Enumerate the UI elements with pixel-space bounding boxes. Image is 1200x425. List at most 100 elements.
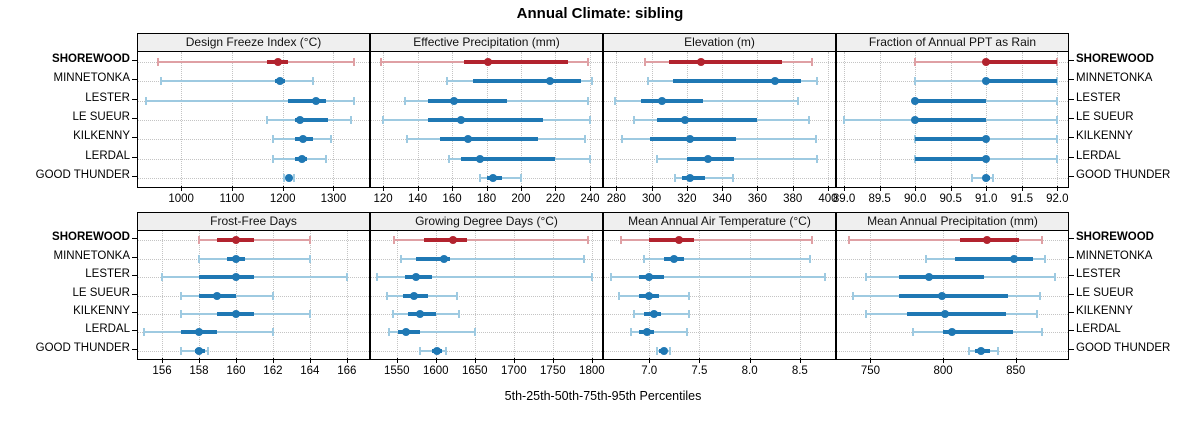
whisker-cap: [266, 116, 269, 124]
percentile-whisker: [634, 313, 690, 315]
median-dot: [976, 347, 985, 355]
whisker-cap: [997, 347, 1000, 355]
row-line: [138, 178, 369, 179]
median-dot: [660, 347, 669, 355]
percentile-whisker: [162, 276, 347, 278]
median-dot: [194, 328, 203, 336]
x-tick-label: 162: [263, 365, 283, 377]
median-dot: [911, 116, 920, 124]
iqr-bar: [641, 99, 703, 103]
y-tick-mark: [132, 238, 137, 239]
whisker-cap: [179, 310, 182, 318]
iqr-bar: [427, 99, 508, 103]
y-tick-mark: [1069, 312, 1074, 313]
whisker-cap: [271, 135, 274, 143]
x-tick-label: 1700: [501, 365, 527, 377]
x-tick-mark: [950, 186, 952, 191]
panel: Design Freeze Index (°C): [137, 33, 370, 188]
y-tick-mark: [132, 118, 137, 119]
whisker-cap: [618, 292, 621, 300]
percentile-whisker: [158, 61, 354, 63]
panel-body: [604, 231, 835, 360]
site-label-right: LERDAL: [1076, 149, 1121, 162]
median-dot: [416, 310, 425, 318]
median-dot: [982, 58, 991, 66]
x-tick-label: 90.0: [903, 193, 927, 205]
x-tick-mark: [1057, 186, 1059, 191]
whisker-cap: [312, 77, 315, 85]
median-dot: [686, 174, 695, 182]
iqr-bar: [915, 137, 987, 141]
chart-title: Annual Climate: sibling: [516, 5, 684, 22]
whisker-cap: [814, 135, 817, 143]
iqr-bar: [439, 137, 539, 141]
site-label-right: SHOREWOOD: [1076, 231, 1154, 244]
x-tick-label: 1550: [383, 365, 410, 377]
whisker-cap: [811, 58, 814, 66]
site-label-right: GOOD THUNDER: [1076, 169, 1171, 182]
x-tick-label: 240: [580, 193, 600, 205]
x-tick-label: 91.5: [1010, 193, 1033, 205]
percentile-whisker: [915, 100, 1058, 102]
whisker-cap: [968, 347, 971, 355]
x-tick-mark: [383, 186, 385, 191]
x-tick-mark: [520, 186, 522, 191]
x-tick-mark: [589, 186, 591, 191]
site-label-right: KILKENNY: [1076, 304, 1133, 317]
gridline: [309, 231, 311, 360]
whisker-cap: [911, 328, 914, 336]
x-tick-mark: [844, 186, 846, 191]
x-tick-mark: [162, 358, 164, 363]
x-tick-label: 1000: [168, 193, 194, 205]
x-tick-mark: [346, 358, 348, 363]
x-tick-mark: [417, 186, 419, 191]
whisker-cap: [865, 273, 868, 281]
x-tick-label: 280: [606, 193, 626, 205]
y-tick-mark: [1069, 118, 1074, 119]
x-tick-label: 140: [407, 193, 428, 205]
median-dot: [402, 328, 411, 336]
panel-header: Growing Degree Days (°C): [371, 213, 602, 231]
iqr-bar: [472, 79, 582, 83]
percentile-whisker: [377, 276, 592, 278]
site-label-right: GOOD THUNDER: [1076, 341, 1171, 354]
whisker-cap: [478, 174, 481, 182]
whisker-cap: [914, 77, 917, 85]
y-tick-mark: [132, 349, 137, 350]
median-dot: [658, 97, 667, 105]
iqr-bar: [287, 99, 326, 103]
panel-body: [837, 52, 1068, 188]
panel-body: [138, 52, 369, 188]
panel-header: Effective Precipitation (mm): [371, 34, 602, 52]
site-label-left: SHOREWOOD: [52, 52, 130, 65]
row-line: [138, 159, 369, 160]
x-tick-mark: [870, 358, 872, 363]
x-tick-label: 1200: [269, 193, 296, 205]
x-tick-mark: [198, 358, 200, 363]
row-line: [371, 332, 602, 333]
x-tick-mark: [616, 186, 618, 191]
whisker-cap: [810, 236, 813, 244]
whisker-cap: [179, 292, 182, 300]
iqr-bar: [656, 118, 758, 122]
x-tick-label: 91.0: [975, 193, 998, 205]
panel-body: [138, 231, 369, 360]
median-dot: [645, 292, 654, 300]
gridline: [749, 231, 751, 360]
row-line: [371, 351, 602, 352]
iqr-bar: [954, 257, 1034, 261]
median-dot: [670, 255, 679, 263]
whisker-cap: [669, 347, 672, 355]
percentile-whisker: [644, 258, 810, 260]
whisker-cap: [1043, 255, 1046, 263]
x-tick-mark: [282, 186, 284, 191]
median-dot: [704, 155, 713, 163]
whisker-cap: [391, 310, 394, 318]
x-tick-label: 8.0: [741, 365, 758, 377]
median-dot: [982, 236, 991, 244]
site-label-left: KILKENNY: [73, 304, 130, 317]
x-tick-label: 160: [442, 193, 462, 205]
percentile-whisker: [614, 100, 798, 102]
x-tick-mark: [879, 186, 881, 191]
site-label-right: MINNETONKA: [1076, 72, 1153, 85]
